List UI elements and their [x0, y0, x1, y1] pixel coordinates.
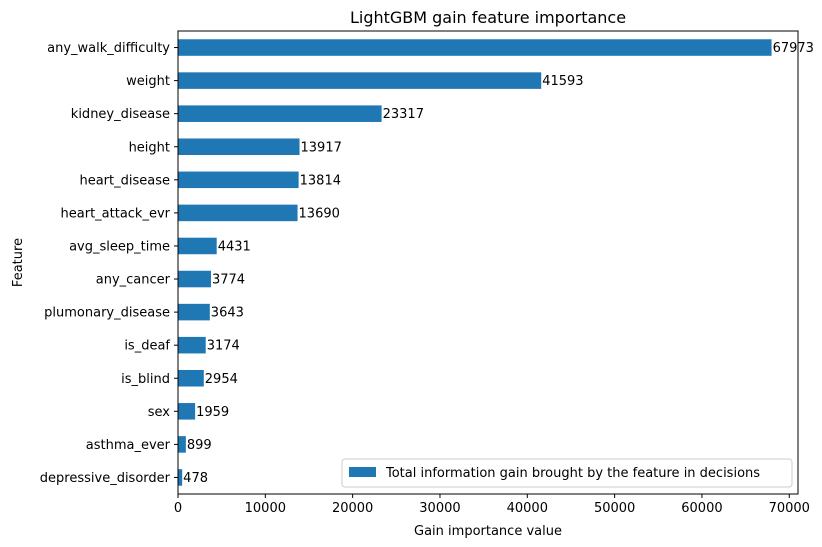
- data-label-is_blind: 2954: [205, 372, 238, 387]
- x-tick-label-20000: 20000: [332, 501, 373, 516]
- legend-swatch: [349, 467, 376, 477]
- data-label-heart_attack_evr: 13690: [299, 206, 340, 221]
- y-tick-label-any_cancer: any_cancer: [96, 273, 171, 288]
- legend-label: Total information gain brought by the fe…: [385, 466, 760, 481]
- bar-is_deaf: [178, 336, 206, 354]
- data-label-is_deaf: 3174: [207, 339, 240, 354]
- data-label-weight: 41593: [542, 74, 583, 89]
- data-label-plumonary_disease: 3643: [211, 306, 244, 321]
- y-tick-label-depressive_disorder: depressive_disorder: [40, 471, 171, 486]
- data-label-depressive_disorder: 478: [183, 471, 208, 486]
- x-tick-label-70000: 70000: [769, 501, 810, 516]
- data-label-any_walk_difficulty: 67973: [773, 41, 814, 56]
- bar-height: [178, 138, 300, 156]
- x-tick-label-60000: 60000: [681, 501, 722, 516]
- bar-heart_attack_evr: [178, 204, 298, 222]
- x-axis-ticks: 0 10000 20000 30000 40000 50000 60000 70000: [174, 494, 810, 516]
- bar-is_blind: [178, 369, 204, 387]
- bar-avg_sleep_time: [178, 237, 217, 255]
- x-tick-label-30000: 30000: [419, 501, 460, 516]
- y-axis-title: Feature: [11, 238, 26, 287]
- bar-weight: [178, 72, 542, 89]
- data-label-avg_sleep_time: 4431: [218, 239, 251, 254]
- y-tick-label-any_walk_difficulty: any_walk_difficulty: [47, 41, 170, 56]
- bar-depressive_disorder: [178, 469, 183, 486]
- plot-frame: [177, 30, 799, 495]
- legend-box: [341, 458, 793, 488]
- bar-any_cancer: [178, 270, 211, 288]
- legend: Total information gain brought by the fe…: [341, 458, 793, 488]
- y-tick-label-plumonary_disease: plumonary_disease: [44, 306, 170, 321]
- y-tick-label-is_deaf: is_deaf: [124, 339, 170, 354]
- y-tick-label-kidney_disease: kidney_disease: [71, 107, 170, 122]
- bar-sex: [178, 403, 196, 420]
- x-tick-label-50000: 50000: [594, 501, 635, 516]
- y-tick-label-heart_disease: heart_disease: [79, 173, 170, 188]
- y-tick-label-is_blind: is_blind: [121, 372, 170, 387]
- bars-group: 67973 41593 23317 13917 13814 13690 4431 3774 36…: [178, 39, 814, 486]
- y-tick-label-sex: sex: [148, 405, 171, 420]
- bar-any_walk_difficulty: [178, 39, 772, 56]
- x-tick-label-0: 0: [174, 501, 182, 516]
- bar-plumonary_disease: [178, 303, 210, 321]
- data-label-kidney_disease: 23317: [383, 107, 424, 122]
- x-tick-label-10000: 10000: [245, 501, 286, 516]
- y-tick-label-heart_attack_evr: heart_attack_evr: [61, 206, 171, 221]
- chart-title: LightGBM gain feature importance: [350, 8, 626, 27]
- data-label-sex: 1959: [196, 405, 229, 420]
- x-axis-title: Gain importance value: [414, 524, 562, 539]
- data-label-height: 13917: [301, 140, 342, 155]
- data-label-heart_disease: 13814: [300, 173, 341, 188]
- y-tick-label-asthma_ever: asthma_ever: [86, 438, 171, 453]
- data-label-asthma_ever: 899: [187, 438, 212, 453]
- data-label-any_cancer: 3774: [212, 273, 245, 288]
- bar-asthma_ever: [178, 436, 186, 453]
- bar-kidney_disease: [178, 105, 382, 122]
- y-tick-label-avg_sleep_time: avg_sleep_time: [69, 239, 170, 254]
- y-tick-label-height: height: [129, 140, 170, 155]
- x-tick-label-40000: 40000: [507, 501, 548, 516]
- bar-heart_disease: [178, 171, 299, 189]
- y-tick-label-weight: weight: [126, 74, 170, 89]
